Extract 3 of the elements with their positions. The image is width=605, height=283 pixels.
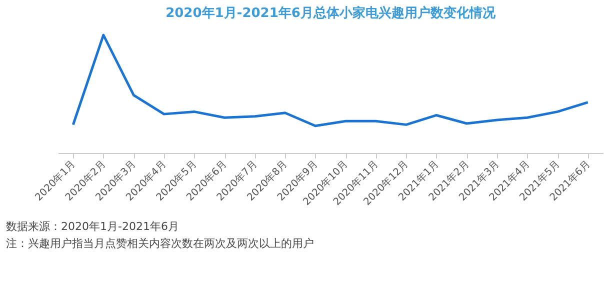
chart-title: 2020年1月-2021年6月总体小家电兴趣用户数变化情况 [166,4,496,21]
text: 注：兴趣用户指当月点赞相关内容次数在两次及两次以上的用户 [6,236,314,252]
source-note: 数据来源：2020年1月-2021年6月 [6,219,180,235]
